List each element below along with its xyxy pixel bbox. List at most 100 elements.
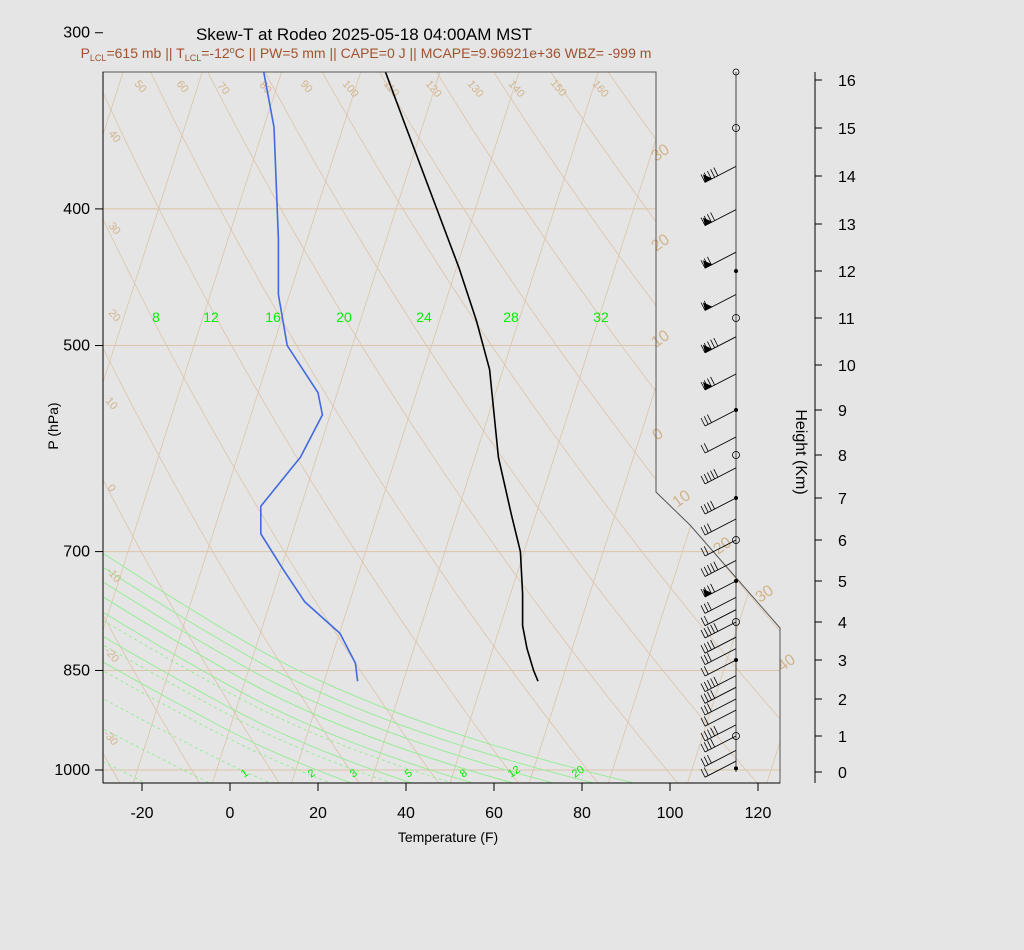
barb-feather <box>700 645 706 654</box>
wind-barb <box>700 409 737 427</box>
wind-barb <box>700 760 737 778</box>
dry-adiabat-line <box>467 72 780 783</box>
barb-feather <box>710 169 715 178</box>
mixing-ratio-bottom-label: 12 <box>506 764 523 781</box>
isotherm-label: 40 <box>775 651 799 675</box>
height-tick-label: 1 <box>838 729 847 746</box>
barb-feather <box>707 703 712 712</box>
barb-shaft <box>704 251 737 269</box>
barb-feather <box>707 502 712 511</box>
barb-feather <box>707 601 712 611</box>
mixing-ratio-top-label: 20 <box>336 309 352 325</box>
wind-barb <box>700 209 737 226</box>
isotherm-line <box>0 0 34 800</box>
barb-feather <box>700 667 706 677</box>
barb-shaft <box>704 518 737 536</box>
wind-barb <box>700 609 737 627</box>
barb-shaft <box>704 209 737 226</box>
barb-feather <box>700 588 706 598</box>
barb-feather <box>700 302 706 311</box>
isotherm-label: 30 <box>649 141 673 165</box>
barb-feather <box>700 758 706 767</box>
mixing-ratio-top-label: 16 <box>265 309 281 325</box>
height-dot <box>734 579 738 583</box>
height-tick-label: 5 <box>838 574 847 591</box>
barb-feather <box>713 167 719 176</box>
wind-barb <box>700 166 737 183</box>
barb-feather <box>710 678 715 687</box>
height-tick-label: 12 <box>838 264 856 281</box>
y-axis-label: P (hPa) <box>45 402 61 449</box>
dry-adiabat-line <box>103 72 291 783</box>
dry-adiabat-line <box>221 72 780 783</box>
isotherm-line <box>206 72 669 783</box>
barb-feather <box>710 624 715 634</box>
axes: 1001502002503004005007008501000-20020406… <box>54 25 780 822</box>
barb-feather <box>707 472 712 481</box>
barb-feather <box>700 417 706 427</box>
mixing-ratio-line <box>103 72 577 783</box>
dry-adiabat-line <box>103 72 371 783</box>
mixing-ratio-top-label: 32 <box>593 309 609 325</box>
barb-feather <box>700 743 706 753</box>
barb-feather <box>700 260 706 269</box>
height-dot <box>734 496 738 500</box>
barb-feather <box>703 628 709 637</box>
moist-adiabat-line <box>103 72 577 783</box>
wind-barb <box>700 518 737 536</box>
barb-feather <box>700 617 706 626</box>
barb-feather <box>700 444 706 454</box>
theta-label: 140 <box>506 78 527 100</box>
barb-feather <box>710 212 715 221</box>
x-axis-label: Temperature (F) <box>398 829 498 845</box>
isotherm-line <box>103 72 352 783</box>
theta-left-label: 0 <box>105 482 118 494</box>
wind-barb <box>700 373 737 391</box>
barb-shaft <box>704 621 737 639</box>
barb-feather <box>710 639 715 649</box>
barb-feather <box>700 605 706 614</box>
barb-shaft <box>704 686 737 704</box>
theta-left-label: 10 <box>103 395 120 412</box>
height-tick-label: 9 <box>838 403 847 420</box>
barb-shaft <box>704 409 737 427</box>
barb-feather <box>703 731 709 740</box>
dry-adiabat-line <box>103 72 532 783</box>
dry-adiabat-line <box>103 72 780 783</box>
mixing-ratio-top-label: 12 <box>203 309 219 325</box>
barb-feather <box>703 643 709 652</box>
barb-feather <box>703 546 709 555</box>
isotherm-line <box>681 72 780 783</box>
theta-left-label: 40 <box>106 128 123 145</box>
moist-adiabat-line <box>103 72 665 783</box>
barb-shaft <box>704 539 737 557</box>
theta-left-label: -20 <box>102 645 121 665</box>
dewpoint-line <box>229 72 363 682</box>
barb-feather <box>700 695 706 704</box>
wind-barb <box>700 724 737 742</box>
plot-frame <box>102 71 781 784</box>
height-open-dot <box>732 618 740 626</box>
barb-shaft <box>704 609 737 627</box>
theta-label: 60 <box>174 78 191 95</box>
moist-adiabat-line <box>103 72 401 783</box>
background-grid <box>0 0 780 800</box>
barb-feather <box>703 603 709 612</box>
barb-pennant <box>703 302 712 311</box>
barb-feather <box>703 443 709 452</box>
subtitle-plcl: 615 mb <box>115 45 162 61</box>
barb-feather <box>707 740 712 749</box>
subtitle-pw: PW=5 mm <box>260 45 326 61</box>
barb-feather <box>703 474 709 483</box>
barb-feather <box>700 732 706 742</box>
barb-feather <box>700 629 706 639</box>
barb-feather <box>713 561 719 570</box>
height-axis-label: Height (Km) <box>792 409 809 494</box>
barb-feather <box>703 615 709 625</box>
theta-label: 70 <box>215 80 232 97</box>
height-open-dot <box>732 68 740 76</box>
mixing-ratio-line <box>103 72 181 783</box>
isotherm-line <box>285 72 748 783</box>
mixing-ratio-bottom-label: 3 <box>348 767 360 780</box>
